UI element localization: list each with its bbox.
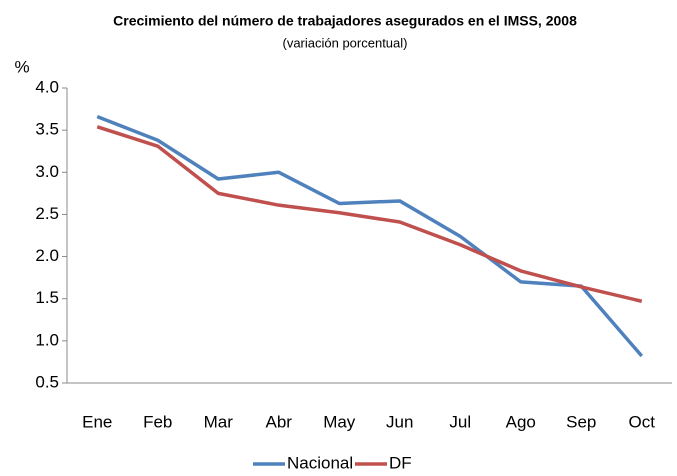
x-tick-label: Jul: [449, 412, 471, 431]
x-tick-label: Abr: [266, 412, 293, 431]
x-tick-label: Mar: [204, 412, 234, 431]
y-axis-label: %: [14, 57, 29, 76]
y-tick-label: 2.5: [35, 204, 59, 223]
y-tick-label: 3.0: [35, 162, 59, 181]
chart-subtitle: (variación porcentual): [282, 35, 407, 50]
line-series: [96, 115, 644, 358]
legend-label: DF: [389, 453, 412, 472]
line-series: [96, 125, 643, 303]
x-tick-label: Sep: [566, 412, 596, 431]
y-tick-label: 4.0: [35, 77, 59, 96]
y-tick-label: 3.5: [35, 120, 59, 139]
x-tick-label: May: [323, 412, 356, 431]
x-tick-label: Ene: [82, 412, 112, 431]
x-tick-label: Oct: [629, 412, 656, 431]
y-tick-label: 1.0: [35, 330, 59, 349]
x-tick-label: Ago: [506, 412, 536, 431]
y-tick-label: 1.5: [35, 288, 59, 307]
chart-title: Crecimiento del número de trabajadores a…: [113, 13, 577, 29]
x-tick-label: Feb: [143, 412, 172, 431]
x-tick-label: Jun: [386, 412, 413, 431]
y-tick-label: 0.5: [35, 372, 59, 391]
y-tick-label: 2.0: [35, 246, 59, 265]
legend-label: Nacional: [287, 453, 353, 472]
